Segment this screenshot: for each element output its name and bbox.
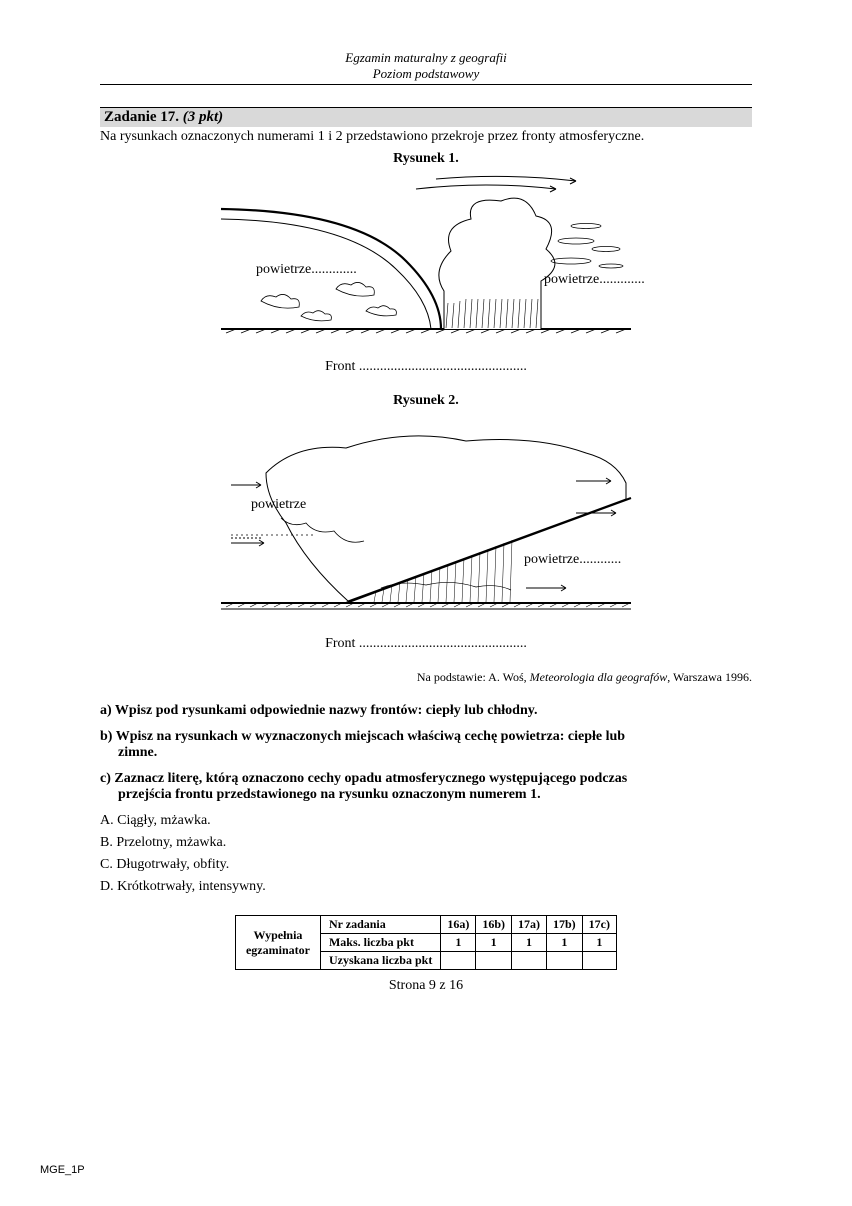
task-points: (3 pkt) [183,109,223,125]
row-label: Nr zadania [320,916,440,934]
figure-1: powietrze............. powietrze........… [100,171,752,351]
subtask-b: b) Wpisz na rysunkach w wyznaczonych mie… [100,729,752,761]
max-cell: 1 [512,934,547,952]
examiner-label-2: egzaminator [246,943,310,957]
option-c[interactable]: C. Długotrwały, obfity. [100,857,752,873]
document-id: MGE_1P [40,1164,85,1176]
col-header: 16b) [476,916,512,934]
figure-1-svg: powietrze............. powietrze........… [206,171,646,346]
figure-source: Na podstawie: A. Woś, Meteorologia dla g… [100,670,752,685]
scoring-table: Wypełnia egzaminator Nr zadania 16a) 16b… [235,915,617,970]
figure-2-front-blank[interactable]: Front ..................................… [100,636,752,652]
max-cell: 1 [441,934,476,952]
score-cell[interactable] [512,952,547,970]
source-prefix: Na podstawie: A. Woś, [417,670,530,684]
figure-2-svg: powietrze powietrze............ [206,413,646,623]
header-line-1: Egzamin maturalny z geografii [100,50,752,66]
figure-1-title: Rysunek 1. [100,151,752,167]
score-cell[interactable] [582,952,616,970]
subtask-c: c) Zaznacz literę, którą oznaczono cechy… [100,771,752,803]
answer-options: A. Ciągły, mżawka. B. Przelotny, mżawka.… [100,813,752,895]
figure-2-title: Rysunek 2. [100,393,752,409]
task-heading: Zadanie 17. (3 pkt) [100,107,752,127]
subtask-b-cont: zimne. [100,745,752,761]
option-d[interactable]: D. Krótkotrwały, intensywny. [100,879,752,895]
max-cell: 1 [582,934,616,952]
task-intro: Na rysunkach oznaczonych numerami 1 i 2 … [100,129,752,145]
page-number: Strona 9 z 16 [100,978,752,994]
max-cell: 1 [547,934,583,952]
subtask-c-lead: c) Zaznacz literę, którą oznaczono cechy… [100,771,627,786]
score-cell[interactable] [547,952,583,970]
figure-2: powietrze powietrze............ [100,413,752,628]
svg-text:powietrze: powietrze [251,497,306,512]
table-row: Wypełnia egzaminator Nr zadania 16a) 16b… [235,916,616,934]
examiner-label: Wypełnia egzaminator [235,916,320,970]
task-number: Zadanie 17. [104,109,179,125]
figure-1-front-blank[interactable]: Front ..................................… [100,359,752,375]
source-suffix: , Warszawa 1996. [667,670,752,684]
col-header: 16a) [441,916,476,934]
option-b[interactable]: B. Przelotny, mżawka. [100,835,752,851]
header-line-2: Poziom podstawowy [100,66,752,82]
svg-text:powietrze.............: powietrze............. [256,262,357,277]
row-label: Maks. liczba pkt [320,934,440,952]
subtask-a: a) Wpisz pod rysunkami odpowiednie nazwy… [100,703,752,719]
svg-text:powietrze............: powietrze............ [524,552,621,567]
row-label: Uzyskana liczba pkt [320,952,440,970]
col-header: 17b) [547,916,583,934]
col-header: 17c) [582,916,616,934]
col-header: 17a) [512,916,547,934]
source-italic: Meteorologia dla geografów [530,670,668,684]
option-a[interactable]: A. Ciągły, mżawka. [100,813,752,829]
svg-text:powietrze.............: powietrze............. [544,272,645,287]
max-cell: 1 [476,934,512,952]
page-header: Egzamin maturalny z geografii Poziom pod… [100,50,752,85]
score-cell[interactable] [476,952,512,970]
subtask-c-cont: przejścia frontu przedstawionego na rysu… [100,787,752,803]
subtask-b-lead: b) Wpisz na rysunkach w wyznaczonych mie… [100,729,625,744]
examiner-label-1: Wypełnia [254,928,303,942]
score-cell[interactable] [441,952,476,970]
